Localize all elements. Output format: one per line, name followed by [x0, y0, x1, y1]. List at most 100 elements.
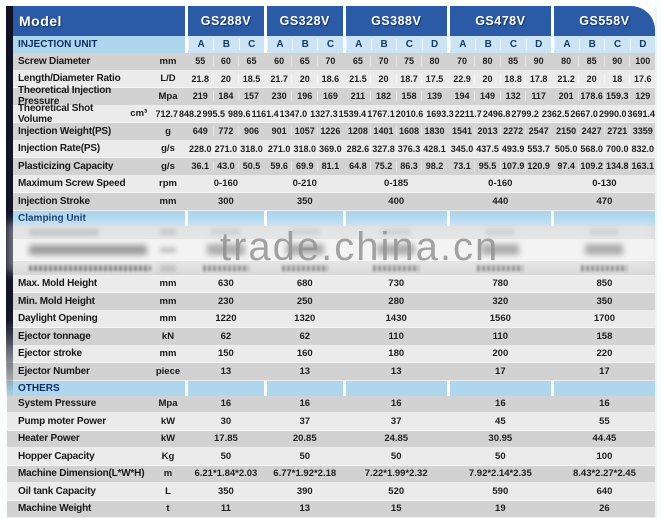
row-unit: Mpa	[158, 90, 178, 102]
row-unit: mm	[159, 295, 177, 307]
value-group: 320	[449, 293, 551, 310]
redacted-smudge	[29, 264, 151, 271]
row-label: Machine Dimension(L*W*H)	[18, 468, 145, 480]
value-cell: 196	[291, 91, 317, 102]
value-group: 0-160	[449, 175, 551, 192]
merged-value-cell: 100	[596, 450, 613, 462]
table-row: Theoretical Shot Volume cm³ 712.7 848.2 995.…	[7, 103, 655, 125]
row-label: Oil tank Capacity	[18, 485, 96, 497]
value-group: 2362.5 2667.0 2990.0 3691.4	[541, 105, 655, 122]
value-cell: 60	[274, 56, 285, 67]
redacted-smudge	[373, 264, 420, 271]
redacted-group	[188, 239, 264, 260]
value-cell: 2667.0	[569, 108, 598, 119]
value-group: 470	[553, 193, 655, 210]
subcol-letter: B	[213, 39, 238, 50]
value-cell: 3691.4	[626, 108, 655, 119]
table-row: Machine Weight t 11 13 15 19 26	[7, 500, 655, 518]
value-group: 0-130	[553, 175, 655, 192]
table-row: Length/Diameter Ratio L/D 21.8 20 18.5 21.7 20…	[7, 70, 655, 88]
row-unit: mm	[159, 278, 177, 290]
value-cell: 228.0	[189, 143, 212, 154]
spec-table: Model GS288V GS328V GS388V GS478V GS558V INJ…	[6, 6, 655, 518]
merged-value-cell: 55	[599, 415, 610, 427]
merged-value-cell: 400	[388, 195, 405, 207]
value-cell: 109.2	[578, 161, 603, 172]
row-unit: L/D	[160, 73, 176, 85]
table-row: Ejector stroke mm 150 160 180 200 220	[7, 345, 655, 363]
value-cell: 194	[454, 91, 470, 102]
value-group: 65 70 75 80	[345, 53, 447, 70]
subcol-letter: C	[500, 39, 525, 50]
value-cell: 1161.4	[250, 108, 279, 119]
value-group: 230 196 169	[266, 88, 343, 105]
redacted-smudge	[285, 244, 324, 255]
value-group: 201 178.6 159.3 129	[553, 88, 655, 105]
table-row: Screw Diameter mm 55 60 65 60 65 70 65 70 75 80 70 80…	[7, 53, 655, 71]
redacted-label	[7, 261, 151, 275]
value-cell: 98.2	[421, 161, 447, 172]
merged-value-cell: 45	[495, 415, 506, 427]
value-group: 158	[553, 328, 655, 345]
row-label: Plasticizing Capacity	[18, 160, 114, 172]
value-group: 300	[188, 193, 264, 210]
value-group: 0-185	[345, 175, 447, 192]
value-group: 26	[553, 500, 655, 517]
value-group: 160	[266, 345, 343, 362]
value-group: 50	[266, 448, 343, 465]
merged-value-cell: 730	[388, 278, 405, 290]
value-cell: 2013	[474, 126, 500, 137]
value-cell: 271.0	[267, 143, 291, 154]
redacted-group	[553, 225, 655, 239]
value-cell: 157	[238, 91, 264, 102]
value-group: 62	[188, 328, 264, 345]
value-group: 1541 2013 2272 2547	[449, 123, 551, 140]
redacted-smudge	[585, 244, 624, 255]
row-label: Daylight Opening	[18, 313, 98, 325]
merged-value-cell: 110	[492, 330, 508, 342]
table-row: Min. Mold Height mm 230 250 280 320 350	[7, 293, 655, 311]
subcol-letter: A	[449, 39, 475, 50]
value-group: 345.0 437.5 493.9 553.7	[449, 140, 551, 157]
value-cell: 117	[525, 91, 551, 102]
row-unit: g	[165, 125, 171, 137]
value-cell: 17.8	[525, 73, 551, 84]
value-cell: 989.6	[228, 108, 251, 119]
value-cell: 80	[474, 56, 500, 67]
merged-value-cell: 37	[299, 415, 311, 427]
row-unit: mm	[159, 55, 177, 67]
merged-value-cell: 850	[596, 278, 613, 290]
value-group: 1700	[553, 310, 655, 327]
value-group: 17.85	[188, 430, 264, 447]
merged-value-cell: 220	[596, 348, 613, 360]
value-cell: 80	[421, 56, 447, 67]
merged-value-cell: 62	[299, 330, 311, 342]
value-group: 640	[553, 483, 655, 500]
merged-value-cell: 26	[599, 503, 610, 515]
merged-value-cell: 62	[220, 330, 232, 342]
merged-value-cell: 50	[390, 450, 402, 462]
row-label: System Pressure	[18, 398, 97, 410]
value-cell: 81.1	[317, 161, 343, 172]
value-cell: 428.1	[421, 143, 446, 154]
value-cell: 832.0	[629, 143, 654, 154]
value-cell: 149	[474, 91, 500, 102]
section-header-group	[553, 210, 655, 226]
row-label: Ejector Number	[18, 365, 90, 377]
value-cell: 132	[499, 91, 526, 102]
value-cell: 2799.2	[510, 108, 539, 119]
value-group: 6.77*1.92*2.18	[266, 465, 343, 482]
merged-value-cell: 350	[296, 195, 313, 207]
value-cell: 1539.4	[337, 108, 367, 119]
value-group: 1693.3 2211.7 2496.8 2799.2	[426, 105, 539, 122]
value-group: 37	[345, 413, 447, 430]
subcol-letter: B	[292, 39, 317, 50]
redacted-smudge	[481, 244, 520, 255]
value-cell: 21.7	[270, 73, 288, 84]
value-group: 680	[266, 275, 343, 292]
row-unit: kW	[160, 415, 176, 427]
merged-value-cell: 7.92*2.14*2.35	[468, 468, 532, 480]
value-group: 0-160	[188, 175, 264, 192]
value-group: 505.0 568.0 700.0 832.0	[553, 140, 655, 157]
section-header-group	[345, 380, 447, 396]
